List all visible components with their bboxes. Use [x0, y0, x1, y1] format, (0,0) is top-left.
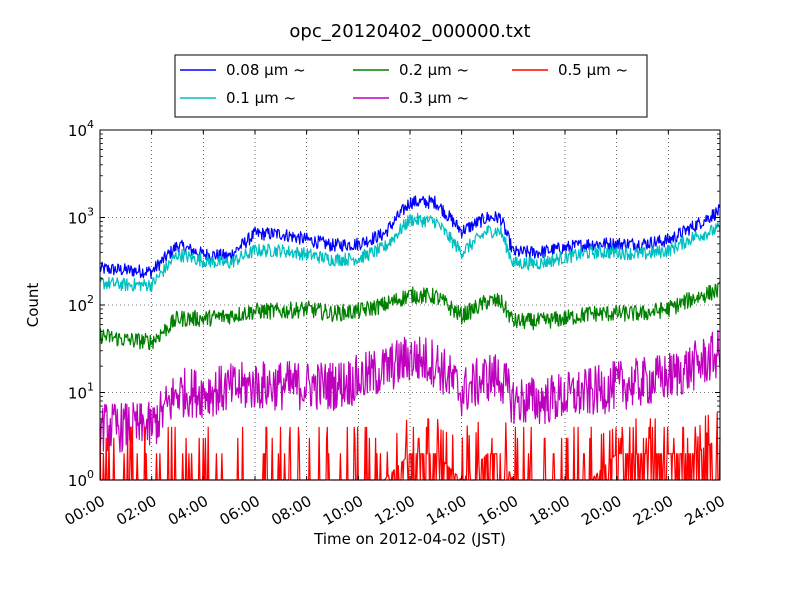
- legend: 0.08 μm ~ 0.1 μm ~ 0.2 μm ~ 0.3 μm ~ 0.5 μm …: [174, 54, 648, 118]
- y-tick-label: 101: [68, 381, 94, 403]
- legend-label: 0.5 μm ~: [558, 61, 628, 79]
- y-tick-label: 104: [68, 118, 94, 140]
- y-tick-label: 102: [68, 293, 94, 315]
- x-tick-label: 08:00: [268, 492, 314, 529]
- y-tick-label: 100: [68, 468, 94, 490]
- series-group: [99, 195, 721, 481]
- x-tick-label: 14:00: [423, 492, 469, 529]
- grid: [100, 130, 720, 480]
- x-tick-label: 10:00: [320, 492, 366, 529]
- legend-label: 0.1 μm ~: [226, 89, 296, 107]
- x-tick-label: 12:00: [372, 492, 418, 529]
- series-line-1: [99, 212, 721, 292]
- series-line-2: [99, 281, 721, 351]
- x-tick-label: 16:00: [475, 492, 521, 529]
- legend-label: 0.2 μm ~: [399, 61, 469, 79]
- x-tick-label: 04:00: [165, 492, 211, 529]
- y-axis-label: Count: [24, 283, 42, 328]
- x-tick-label: 22:00: [630, 492, 676, 529]
- x-tick-label: 06:00: [217, 492, 263, 529]
- y-tick-label: 103: [68, 206, 94, 228]
- x-tick-label: 24:00: [682, 492, 728, 529]
- series-line-3: [99, 329, 721, 453]
- x-tick-label: 20:00: [578, 492, 624, 529]
- x-axis-label: Time on 2012-04-02 (JST): [313, 530, 506, 548]
- series-line-0: [99, 195, 721, 279]
- x-tick-label: 18:00: [527, 492, 573, 529]
- x-tick-label: 02:00: [113, 492, 159, 529]
- x-tick-label: 00:00: [62, 492, 108, 529]
- legend-box: [174, 54, 648, 118]
- legend-label: 0.08 μm ~: [226, 61, 306, 79]
- legend-label: 0.3 μm ~: [399, 89, 469, 107]
- chart-title: opc_20120402_000000.txt: [289, 21, 530, 42]
